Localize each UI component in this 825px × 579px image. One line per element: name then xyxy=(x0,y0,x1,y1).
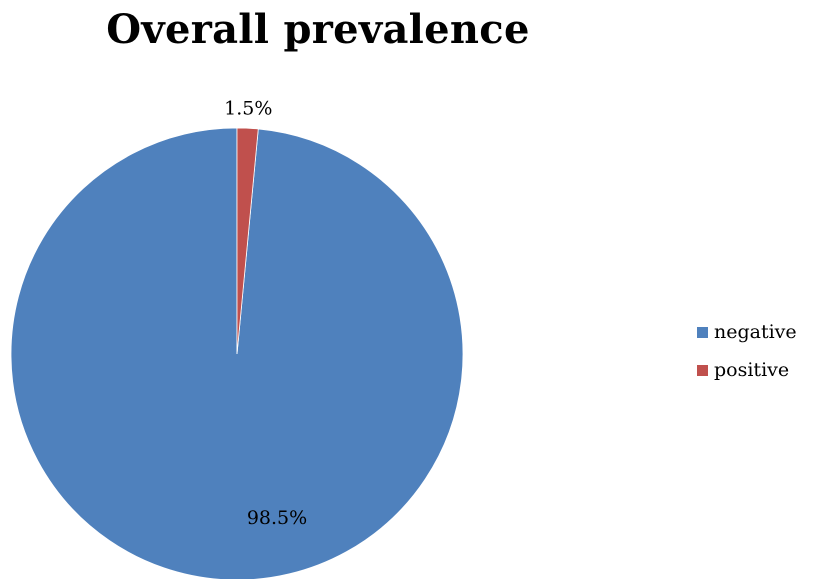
legend-item-positive: positive xyxy=(697,355,797,385)
data-label-positive: 1.5% xyxy=(224,97,272,119)
data-label-negative: 98.5% xyxy=(247,507,307,529)
pie-slice-negative xyxy=(10,127,464,579)
pie-data-labels: 98.5% 1.5% xyxy=(224,97,307,529)
legend-label-negative: negative xyxy=(714,321,797,343)
legend: negative positive xyxy=(697,317,797,393)
legend-swatch-negative xyxy=(697,326,708,338)
pie-slice-positive xyxy=(236,127,259,355)
chart-title: Overall prevalence xyxy=(106,6,530,53)
pie-slices xyxy=(10,127,464,579)
legend-swatch-positive xyxy=(697,364,708,376)
legend-label-positive: positive xyxy=(714,359,790,381)
legend-item-negative: negative xyxy=(697,317,797,347)
